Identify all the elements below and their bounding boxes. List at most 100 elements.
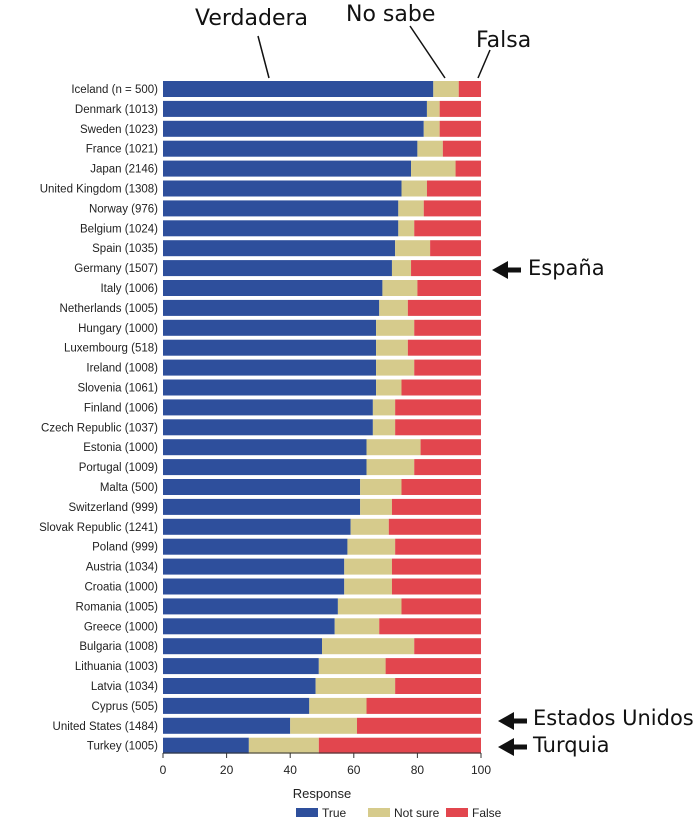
legend-label: False bbox=[472, 806, 502, 820]
bar-segment-true bbox=[163, 120, 424, 137]
bar-segment-true bbox=[163, 498, 361, 515]
bar-segment-false bbox=[401, 379, 481, 396]
category-label: Croatia (1000) bbox=[84, 582, 158, 594]
bar-segment-false bbox=[414, 359, 481, 376]
category-label: Czech Republic (1037) bbox=[41, 422, 158, 434]
bar-segment-not-sure bbox=[248, 737, 319, 754]
bar-segment-true bbox=[163, 697, 310, 714]
category-label: Bulgaria (1008) bbox=[79, 641, 158, 653]
bar-segment-not-sure bbox=[309, 697, 367, 714]
bar-segment-false bbox=[417, 280, 481, 296]
bar-segment-true bbox=[163, 479, 361, 495]
bar-segment-true bbox=[163, 140, 418, 157]
category-label: Romania (1005) bbox=[76, 601, 159, 613]
bar-segment-not-sure bbox=[290, 717, 357, 734]
bar-segment-false bbox=[414, 220, 481, 237]
x-tick-label: 100 bbox=[471, 763, 491, 777]
annotation-turquia: Turquia bbox=[533, 733, 610, 757]
bar-segment-not-sure bbox=[372, 399, 396, 416]
bar-segment-false bbox=[356, 717, 481, 734]
bar-segment-false bbox=[395, 678, 481, 694]
verdadera-pointer-line bbox=[257, 35, 270, 79]
bar-segment-not-sure bbox=[411, 160, 456, 177]
x-tick-label: 40 bbox=[284, 763, 298, 777]
bar-segment-true bbox=[163, 100, 427, 117]
bar-segment-not-sure bbox=[433, 81, 459, 97]
bar-segment-not-sure bbox=[395, 240, 431, 257]
annotation-verdadera: Verdadera bbox=[195, 6, 309, 31]
category-label: Denmark (1013) bbox=[75, 104, 158, 116]
category-label: Switzerland (999) bbox=[69, 502, 159, 514]
bar-segment-not-sure bbox=[350, 518, 389, 535]
bar-segment-true bbox=[163, 658, 319, 675]
category-label: Greece (1000) bbox=[84, 621, 158, 633]
bar-segment-true bbox=[163, 638, 322, 655]
arrow-icon-turquia bbox=[498, 738, 527, 756]
falsa-pointer-line bbox=[477, 49, 491, 79]
x-axis-label: Response bbox=[293, 786, 352, 801]
category-label: Estonia (1000) bbox=[83, 442, 158, 454]
category-label: Norway (976) bbox=[89, 203, 158, 215]
bar-segment-false bbox=[426, 180, 481, 197]
bar-segment-true bbox=[163, 578, 345, 595]
bar-segment-false bbox=[420, 439, 481, 456]
bar-segment-not-sure bbox=[376, 319, 415, 336]
bar-segment-not-sure bbox=[360, 479, 402, 495]
bar-segment-false bbox=[407, 299, 481, 316]
bar-segment-true bbox=[163, 618, 335, 635]
bar-segment-true bbox=[163, 737, 249, 754]
bar-segment-true bbox=[163, 598, 338, 615]
bar-segment-not-sure bbox=[334, 618, 380, 635]
arrow-icon-espana bbox=[492, 261, 521, 279]
bar-segment-not-sure bbox=[344, 558, 392, 575]
category-label: Italy (1006) bbox=[100, 283, 158, 295]
bar-segment-not-sure bbox=[376, 379, 402, 396]
legend-swatch bbox=[368, 808, 390, 817]
x-tick-label: 80 bbox=[411, 763, 425, 777]
bar-segment-true bbox=[163, 459, 367, 476]
bar-segment-true bbox=[163, 518, 351, 535]
category-label: Austria (1034) bbox=[86, 562, 158, 574]
bar-segment-true bbox=[163, 260, 392, 277]
bar-segment-not-sure bbox=[376, 359, 415, 376]
category-label: Spain (1035) bbox=[92, 243, 158, 255]
bar-segment-false bbox=[439, 120, 481, 137]
legend-swatch bbox=[296, 808, 318, 817]
bar-segment-false bbox=[414, 459, 481, 476]
bar-segment-false bbox=[391, 498, 481, 515]
bar-segment-false bbox=[395, 399, 481, 416]
bar-segment-false bbox=[391, 558, 481, 575]
annotation-no-sabe: No sabe bbox=[346, 2, 436, 27]
category-label: Turkey (1005) bbox=[87, 741, 158, 753]
bar-segment-true bbox=[163, 299, 380, 316]
category-label: Poland (999) bbox=[92, 542, 158, 554]
category-label: Germany (1507) bbox=[74, 263, 158, 275]
bar-segment-not-sure bbox=[366, 459, 415, 476]
annotation-espana: España bbox=[528, 256, 605, 280]
no-sabe-pointer-line bbox=[409, 25, 446, 79]
category-label: Netherlands (1005) bbox=[60, 303, 159, 315]
bar-segment-false bbox=[401, 479, 481, 495]
bar-segment-not-sure bbox=[417, 140, 443, 157]
bar-segment-false bbox=[395, 538, 481, 555]
x-tick-label: 20 bbox=[220, 763, 234, 777]
category-label: United States (1484) bbox=[53, 721, 159, 733]
annotation-estados-unidos: Estados Unidos bbox=[533, 706, 694, 730]
bar-segment-true bbox=[163, 81, 434, 97]
bar-segment-true bbox=[163, 538, 348, 555]
x-tick-label: 0 bbox=[160, 763, 167, 777]
category-label: Belgium (1024) bbox=[80, 223, 158, 235]
bar-segment-false bbox=[395, 419, 481, 436]
bar-segment-true bbox=[163, 558, 345, 575]
bar-segment-false bbox=[411, 260, 481, 277]
category-label: Malta (500) bbox=[100, 482, 158, 494]
bar-segment-not-sure bbox=[398, 200, 424, 217]
bar-segment-true bbox=[163, 160, 412, 177]
bar-segment-not-sure bbox=[376, 339, 408, 356]
bar-segment-false bbox=[458, 81, 481, 97]
bar-segment-not-sure bbox=[315, 678, 396, 694]
category-label: Slovenia (1061) bbox=[77, 383, 158, 395]
bar-segment-true bbox=[163, 180, 402, 197]
bar-segment-not-sure bbox=[318, 658, 386, 675]
bar-segment-not-sure bbox=[322, 638, 415, 655]
